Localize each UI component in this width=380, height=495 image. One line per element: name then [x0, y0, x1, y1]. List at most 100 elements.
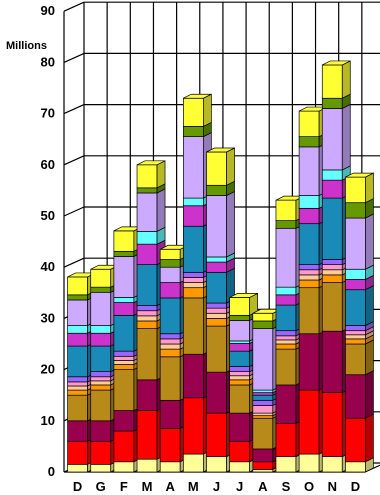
bar-segment: [345, 330, 366, 336]
bar-segment: [182, 287, 204, 299]
bar-segment: [67, 463, 88, 473]
bar-segment: [275, 227, 297, 288]
bar-segment: [252, 448, 274, 463]
bar-segment: [182, 353, 204, 399]
bar-segment: [298, 269, 320, 276]
y-tick-label: 30: [41, 310, 55, 325]
bar-segment: [275, 423, 297, 457]
y-axis-label: Millions: [6, 40, 47, 52]
bar-segment: [252, 328, 274, 391]
x-tick-label: N: [328, 479, 337, 494]
bar-segment: [67, 376, 88, 383]
bar-segment: [113, 230, 135, 252]
bar-segment: [67, 345, 88, 378]
bar-segment: [113, 364, 135, 370]
bar-segment: [229, 384, 251, 414]
bar-segment: [229, 343, 251, 352]
bar-segment: [229, 366, 251, 372]
bar-segment: [345, 279, 366, 291]
gridline-diagonal: [63, 104, 85, 115]
x-tick-label: J: [213, 479, 220, 494]
bar-segment: [321, 259, 343, 265]
bar-segment: [136, 310, 158, 317]
bar-segment: [252, 320, 274, 329]
bar-segment: [113, 256, 135, 298]
bar-segment: [159, 259, 181, 268]
bar-segment: [182, 453, 204, 473]
bar-segment: [206, 302, 227, 309]
bar-segment: [182, 225, 204, 273]
bar-segment: [67, 332, 88, 347]
bar-segment-side: [226, 190, 235, 258]
bar-segment: [113, 350, 135, 357]
gridline-diagonal: [63, 1, 85, 12]
bar-top: [206, 147, 235, 153]
bar-top: [345, 172, 374, 178]
bar-segment: [275, 339, 297, 345]
bar-segment: [275, 294, 297, 306]
y-tick-label: 60: [41, 157, 55, 172]
bar-segment: [345, 338, 366, 345]
bar-segment: [252, 469, 274, 473]
y-axis-tick-labels: 0 10 20 30 40 50 60 70 80 90: [41, 3, 55, 479]
bar-segment: [298, 146, 320, 196]
bar-segment: [345, 202, 366, 219]
bar-segment: [136, 315, 158, 322]
bar-segment: [206, 412, 227, 457]
bar-segment: [136, 379, 158, 411]
bar-segment: [67, 299, 88, 326]
bar-segment: [345, 374, 366, 419]
gridline-diagonal: [63, 155, 85, 166]
bar-segment: [298, 453, 320, 473]
bar-segment: [275, 335, 297, 341]
bar-segment-side: [365, 172, 374, 204]
bar-top: [322, 60, 351, 66]
bar-segment: [345, 217, 366, 270]
bar-segment: [90, 325, 112, 334]
bar-segment-side: [202, 93, 212, 127]
bar-segment: [345, 289, 366, 326]
bar-segment: [321, 456, 343, 473]
bar-segment: [67, 385, 88, 391]
bar-segment: [159, 428, 181, 463]
bar-segment: [67, 420, 88, 442]
bar-segment: [206, 151, 227, 186]
bar-segment: [298, 207, 320, 225]
y-tick-label: 10: [41, 413, 55, 428]
bar-segment: [136, 243, 158, 265]
y-tick-label: 70: [41, 106, 55, 121]
bar-segment: [206, 261, 227, 273]
bar-segment: [113, 360, 135, 365]
x-tick-label: F: [120, 479, 128, 494]
bar-segment: [206, 318, 227, 327]
bar-segment: [229, 440, 251, 463]
bar-segment: [159, 266, 181, 283]
bar-segment: [136, 305, 158, 312]
bar-segment: [275, 348, 297, 386]
gridline-diagonal: [63, 52, 85, 63]
bar-segment: [182, 271, 204, 278]
bar-segment: [182, 297, 204, 355]
bar-segment: [113, 250, 135, 257]
bar-segment: [182, 282, 204, 289]
x-tick-label: S: [282, 479, 291, 494]
bar-segment: [275, 199, 297, 221]
bar-segment: [275, 286, 297, 296]
gridline-diagonal: [63, 257, 85, 268]
bar-segment: [252, 405, 274, 414]
bar-segment: [90, 376, 112, 382]
bar-segment-side: [156, 188, 166, 232]
bar-segment: [321, 274, 343, 283]
bar-segment: [206, 371, 227, 414]
bar-segment: [321, 330, 343, 393]
bar-segment: [159, 343, 181, 350]
bar-segment: [113, 461, 135, 473]
bar-segment: [182, 126, 204, 137]
bar-segment: [298, 110, 320, 137]
bar-segment-side: [365, 370, 374, 419]
bar-segment: [159, 297, 181, 335]
bar-segment: [321, 108, 343, 171]
y-tick-label: 80: [41, 54, 55, 69]
bar-segment: [206, 307, 227, 314]
